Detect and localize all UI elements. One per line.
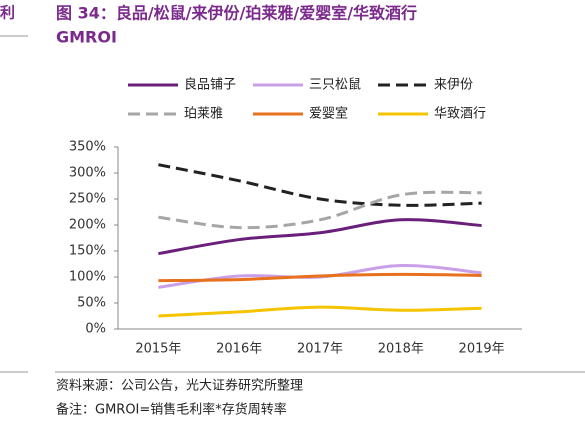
series-line [158, 163, 482, 207]
x-tick-label: 2015年 [135, 342, 181, 357]
x-tick-label: 2018年 [378, 342, 424, 357]
series-line [158, 305, 482, 318]
chart-title: 图 34：良品/松鼠/来伊份/珀莱雅/爱婴室/华致酒行 [56, 4, 417, 23]
legend-label: 珀莱雅 [184, 107, 223, 122]
y-tick-label: 300% [69, 166, 106, 181]
y-tick-label: 200% [69, 218, 106, 233]
series-line [158, 190, 482, 230]
y-tick-label: 350% [69, 140, 106, 155]
legend-label: 来伊份 [434, 78, 473, 93]
note: 备注：GMROI=销售毛利率*存货周转率 [56, 402, 287, 418]
legend-label: 华致酒行 [434, 107, 486, 122]
series-line [158, 218, 482, 256]
y-tick-label: 150% [69, 244, 106, 259]
y-tick-label: 0% [85, 322, 106, 337]
chart-subtitle: GMROI [56, 28, 117, 47]
legend-label: 爱婴室 [309, 106, 348, 122]
side-fragment: 利 [0, 4, 15, 22]
series-line [158, 272, 482, 283]
y-tick-label: 250% [69, 192, 106, 207]
y-tick-label: 50% [77, 296, 106, 311]
y-tick-label: 100% [69, 270, 106, 285]
legend-label: 三只松鼠 [309, 78, 361, 93]
x-tick-label: 2019年 [459, 342, 505, 357]
x-tick-label: 2016年 [216, 342, 262, 357]
legend-label: 良品铺子 [184, 77, 236, 93]
x-tick-label: 2017年 [297, 342, 343, 357]
source: 资料来源：公司公告，光大证券研究所整理 [56, 378, 303, 394]
